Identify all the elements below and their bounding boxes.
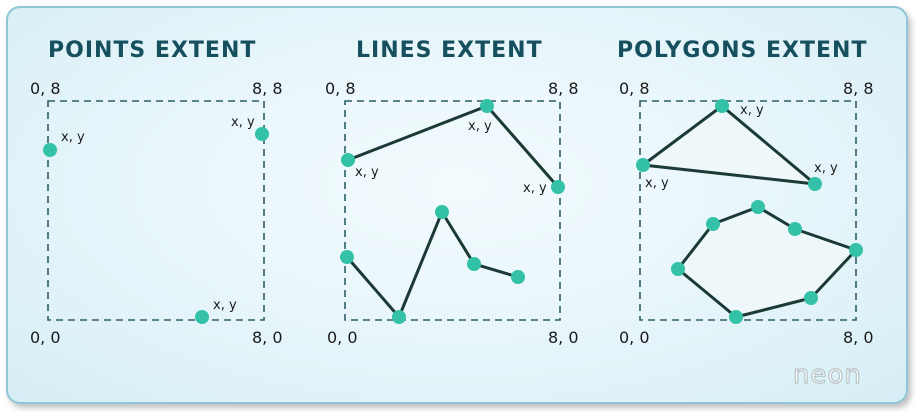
- point-label: x, y: [213, 298, 237, 313]
- polygons-corner-top-left: 0, 8: [619, 79, 650, 98]
- polygons-extent-title: POLYGONS EXTENT: [617, 38, 868, 63]
- points-panel: 0, 8 8, 8 0, 0 8, 0 x, y x, y x, y: [30, 79, 283, 347]
- polygon-feature-2: [676, 205, 858, 319]
- points-extent-title: POINTS EXTENT: [48, 38, 257, 63]
- line-vertex: [467, 257, 481, 271]
- polygons-corner-bottom-right: 8, 0: [843, 328, 874, 347]
- line-vertex-label: x, y: [355, 165, 379, 180]
- polygon-vertex-label: x, y: [645, 176, 669, 191]
- polygon-vertex: [808, 177, 822, 191]
- lines-extent-title: LINES EXTENT: [356, 38, 543, 63]
- points-corner-top-right: 8, 8: [252, 79, 283, 98]
- polygon-vertex: [849, 243, 863, 257]
- line-vertex: [340, 250, 354, 264]
- polygons-panel: 0, 8 8, 8 0, 0 8, 0 x, y x, y x, y: [619, 79, 874, 347]
- polygon-vertex: [788, 222, 802, 236]
- point-marker: [255, 127, 269, 141]
- point-label: x, y: [61, 130, 85, 145]
- points-extent-box: [47, 100, 265, 321]
- points-corner-bottom-left: 0, 0: [30, 328, 61, 347]
- line-vertex: [341, 153, 355, 167]
- lines-corner-bottom-right: 8, 0: [548, 328, 579, 347]
- points-corner-top-left: 0, 8: [30, 79, 61, 98]
- polygon-vertex: [729, 310, 743, 324]
- polygon-vertex: [715, 99, 729, 113]
- point-marker: [43, 143, 57, 157]
- line-vertex: [480, 99, 494, 113]
- line-vertex: [551, 180, 565, 194]
- line-vertex: [511, 270, 525, 284]
- point-marker: [195, 310, 209, 324]
- lines-corner-top-left: 0, 8: [325, 79, 356, 98]
- line-vertex-label: x, y: [468, 119, 492, 134]
- lines-extent-box: [344, 100, 561, 321]
- line-vertex: [435, 205, 449, 219]
- line-feature-2: [345, 208, 519, 320]
- polygon-vertex: [636, 158, 650, 172]
- point-label: x, y: [231, 115, 255, 130]
- lines-panel: 0, 8 8, 8 0, 0 8, 0 x, y x, y x, y: [325, 79, 579, 347]
- polygon-vertex: [706, 217, 720, 231]
- points-corner-bottom-right: 8, 0: [252, 328, 283, 347]
- lines-corner-top-right: 8, 8: [548, 79, 579, 98]
- lines-corner-bottom-left: 0, 0: [327, 328, 358, 347]
- polygon-vertex: [671, 262, 685, 276]
- polygon-vertex: [804, 291, 818, 305]
- line-vertex: [392, 310, 406, 324]
- neon-logo: neon: [793, 360, 862, 390]
- polygons-extent-box: [639, 100, 857, 321]
- line-feature-1: [347, 104, 560, 188]
- line-vertex-label: x, y: [523, 181, 547, 196]
- polygon-vertex-label: x, y: [740, 103, 764, 118]
- polygons-corner-bottom-left: 0, 0: [619, 328, 650, 347]
- polygon-vertex: [751, 200, 765, 214]
- polygon-feature-1: [641, 104, 817, 186]
- polygon-vertex-label: x, y: [814, 161, 838, 176]
- polygons-corner-top-right: 8, 8: [843, 79, 874, 98]
